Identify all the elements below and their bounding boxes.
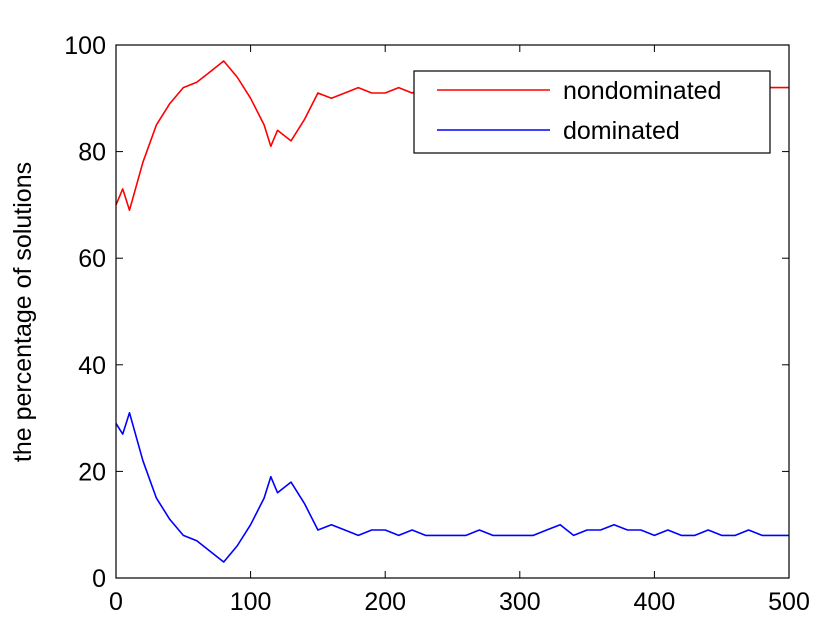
- legend: nondominated dominated: [413, 70, 771, 154]
- x-tick-label: 300: [499, 588, 541, 616]
- legend-box: [413, 70, 771, 154]
- legend-label: nondominated: [563, 77, 721, 105]
- y-tick-label: 80: [78, 139, 106, 167]
- x-tick-label: 400: [634, 588, 676, 616]
- y-tick-label: 40: [78, 352, 106, 380]
- y-tick-label: 100: [64, 32, 106, 60]
- legend-label: dominated: [563, 117, 680, 145]
- x-tick-label: 100: [230, 588, 272, 616]
- y-tick-label: 0: [92, 565, 106, 593]
- y-tick-label: 20: [78, 458, 106, 486]
- y-tick-label: 60: [78, 245, 106, 273]
- series-line-dominated: [115, 411, 789, 563]
- x-tick-label: 0: [109, 588, 123, 616]
- x-tick-label: 200: [364, 588, 406, 616]
- axes-layer: 0 100 200 300 400 500 0 20 40 60 80 100: [64, 32, 810, 616]
- axes-box: [115, 44, 790, 579]
- y-axis-label: the percentage of solutions: [9, 162, 37, 462]
- x-tick-label: 500: [768, 588, 810, 616]
